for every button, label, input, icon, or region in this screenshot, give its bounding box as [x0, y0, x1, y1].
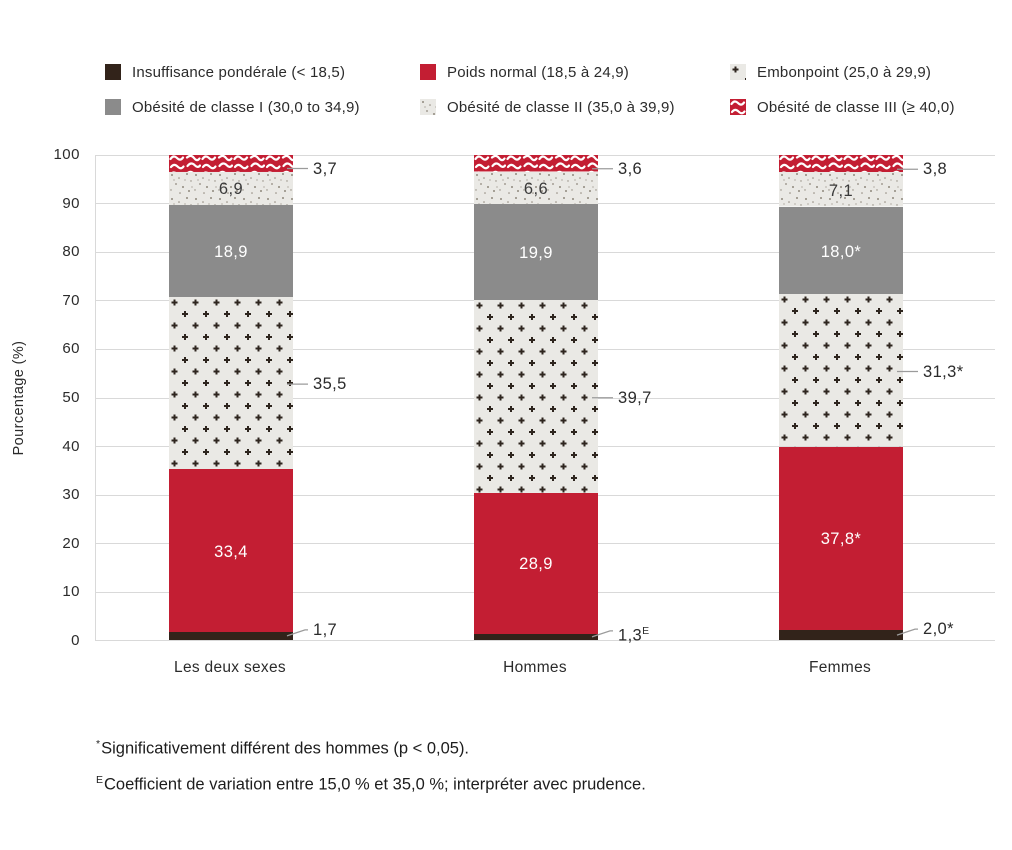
- segment-pattern-speckle-1: [474, 171, 598, 204]
- footnote-marker-asterisk: *: [96, 738, 101, 750]
- value-label: 1,7: [313, 620, 338, 639]
- bar-hommes: 28,9 19,9 6,6: [474, 155, 598, 640]
- value-label: 31,3*: [923, 362, 964, 381]
- footnotes: *Significativement différent des hommes …: [96, 729, 646, 800]
- legend-item-5: Obésité de classe III (≥ 40,0): [730, 98, 1012, 116]
- segment-solid-dark-0: [169, 631, 293, 640]
- value-label: 18,9: [214, 242, 248, 261]
- value-label: 1,3E: [618, 624, 650, 645]
- value-label: 19,9: [519, 243, 553, 262]
- bar-les-deux-sexes: 33,4 18,9 6,9: [169, 155, 293, 640]
- value-label: 28,9: [519, 555, 553, 574]
- legend-item-1: Poids normal (18,5 à 24,9): [420, 63, 730, 81]
- segment-pattern: [474, 171, 598, 204]
- y-axis-title: Pourcentage (%): [11, 340, 27, 456]
- segment-solid-gray-0: [169, 205, 293, 297]
- legend: Insuffisance pondérale (< 18,5) Poids nor…: [105, 63, 1012, 116]
- bar-femmes: 37,8* 18,0* 7,1: [779, 155, 903, 640]
- footnote-text: Significativement différent des hommes (…: [101, 739, 470, 758]
- y-tick-label-40: 40: [62, 437, 80, 455]
- value-label: 35,5: [313, 375, 347, 394]
- segment-pattern: [474, 300, 598, 494]
- legend-item-2: Embonpoint (25,0 à 29,9): [730, 63, 1012, 81]
- segment-pattern: [779, 172, 903, 207]
- segment-pattern-plus-2: [779, 294, 903, 447]
- x-category-label-2: Femmes: [808, 659, 872, 676]
- value-label: 3,6: [618, 159, 643, 178]
- legend-label: Insuffisance pondérale (< 18,5): [132, 63, 346, 81]
- legend-item-0: Insuffisance pondérale (< 18,5): [105, 63, 420, 81]
- value-label: 33,4: [214, 542, 248, 561]
- legend-item-3: Obésité de classe I (30,0 to 34,9): [105, 98, 420, 116]
- segment-pattern-vermiculate-2: [779, 155, 903, 173]
- legend-label: Obésité de classe I (30,0 to 34,9): [132, 98, 360, 116]
- segment-solid-red-2: [779, 446, 903, 631]
- segment-solid-gray-1: [474, 203, 598, 301]
- legend-swatch-solid-red: [420, 64, 436, 80]
- value-label: 39,7: [618, 388, 652, 407]
- y-tick-label-70: 70: [62, 291, 80, 309]
- legend-label: Embonpoint (25,0 à 29,9): [757, 63, 932, 81]
- y-tick-label-100: 100: [53, 146, 80, 163]
- value-label: 37,8*: [820, 530, 862, 549]
- y-tick-label-80: 80: [62, 243, 80, 261]
- value-label: 3,7: [313, 159, 338, 178]
- segment-pattern: [779, 155, 903, 173]
- footnote-marker-e: E: [96, 773, 104, 786]
- value-label: 6,6: [523, 179, 549, 198]
- legend-label: Obésité de classe II (35,0 à 39,9): [447, 98, 675, 116]
- y-tick-label-30: 30: [62, 486, 80, 504]
- y-tick-label-90: 90: [62, 194, 80, 212]
- y-tick-label-60: 60: [62, 340, 80, 358]
- x-axis-labels: Les deux sexes Hommes Femmes: [0, 659, 1012, 683]
- legend-label: Obésité de classe III (≥ 40,0): [757, 98, 955, 116]
- legend-label: Poids normal (18,5 à 24,9): [447, 63, 629, 81]
- legend-swatch-pattern-speckle: [420, 99, 436, 115]
- segment-solid-dark-1: [474, 633, 598, 640]
- legend-item-4: Obésité de classe II (35,0 à 39,9): [420, 98, 730, 116]
- y-tick-label-10: 10: [62, 583, 80, 601]
- value-label: 18,0*: [820, 242, 862, 261]
- segment-solid-dark-2: [779, 630, 903, 640]
- legend-swatch-solid-dark: [105, 64, 121, 80]
- segment-pattern-plus-1: [474, 300, 598, 494]
- segment-solid-red-0: [169, 469, 293, 632]
- value-label: 7,1: [828, 181, 854, 200]
- segment-pattern: [169, 171, 293, 206]
- plot-area: 33,4 18,9 6,9 1,7 35,5 3,7 28,9 19,9 6,6 1,3E 39,7…: [95, 154, 995, 644]
- x-category-label-0: Les deux sexes: [174, 659, 286, 676]
- y-tick-label-50: 50: [62, 389, 80, 406]
- segment-pattern: [169, 296, 293, 470]
- legend-swatch-pattern-vermiculate: [730, 99, 746, 115]
- y-tick-label-0: 0: [71, 632, 80, 649]
- value-label: 2,0*: [923, 620, 954, 639]
- segment-solid-gray-2: [779, 207, 903, 295]
- y-tick-label-20: 20: [62, 534, 80, 552]
- segment-solid-red-1: [474, 493, 598, 634]
- segment-pattern: [779, 294, 903, 447]
- value-label: 3,8: [923, 160, 948, 179]
- segment-pattern-speckle-0: [169, 171, 293, 206]
- segment-pattern: [474, 155, 598, 172]
- segment-pattern-vermiculate-0: [169, 155, 293, 172]
- footnote-text: Coefficient de variation entre 15,0 % et…: [104, 775, 646, 793]
- segment-pattern-plus-0: [169, 296, 293, 470]
- footnote-significance: *Significativement différent des hommes …: [96, 729, 646, 765]
- segment-pattern: [169, 155, 293, 172]
- segment-pattern-speckle-2: [779, 172, 903, 207]
- x-category-label-1: Hommes: [503, 659, 567, 676]
- legend-swatch-pattern-plus: [730, 64, 746, 80]
- footnote-variation: ECoefficient de variation entre 15,0 % e…: [96, 765, 646, 801]
- legend-swatch-solid-gray: [105, 99, 121, 115]
- segment-pattern-vermiculate-1: [474, 155, 598, 172]
- value-label: 6,9: [218, 180, 244, 199]
